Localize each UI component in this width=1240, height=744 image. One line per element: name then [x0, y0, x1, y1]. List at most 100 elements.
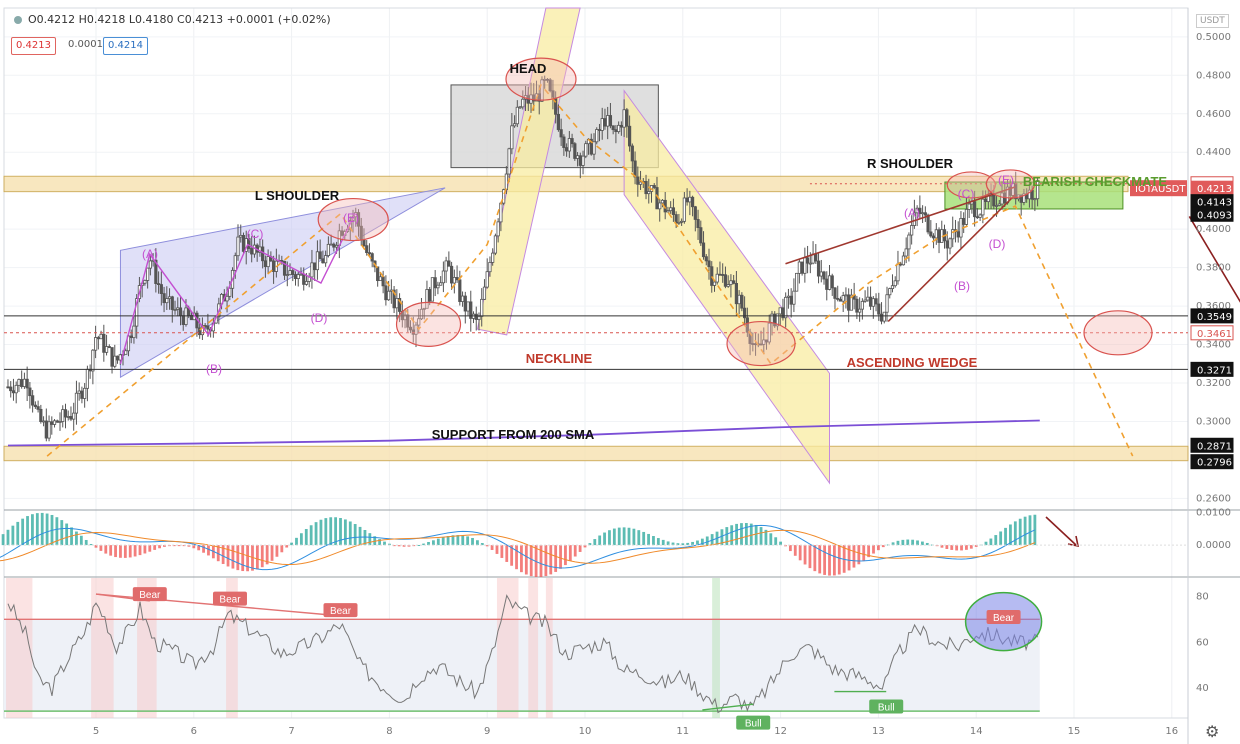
time-axis-tick: 16: [1165, 726, 1178, 737]
macd-bar-positive: [388, 543, 391, 546]
candle-down: [868, 296, 873, 307]
macd-bar-positive: [422, 543, 426, 546]
macd-bar-positive: [696, 540, 699, 546]
divergence-tag-label: Bull: [878, 703, 895, 714]
candle-up: [948, 238, 952, 249]
candle-down: [975, 216, 979, 219]
macd-bar-negative: [407, 545, 411, 547]
macd-bar-positive: [40, 512, 44, 546]
macd-bar-positive: [55, 517, 59, 546]
macd-bar-positive: [754, 524, 758, 546]
time-axis-tick: 8: [386, 726, 392, 737]
macd-bar-negative: [578, 545, 582, 552]
bearish-checkmate-label: BEARISH CHECKMATE: [1023, 174, 1168, 189]
macd-bar-negative: [940, 545, 944, 548]
macd-bar-positive: [363, 530, 367, 546]
candle-down: [690, 196, 695, 208]
macd-bar-negative: [955, 545, 959, 551]
divergence-tag-label: Bull: [745, 719, 762, 730]
candle-down: [20, 379, 24, 387]
wedge-upper-line: [785, 186, 1016, 265]
macd-bar-positive: [343, 519, 347, 546]
candle-up: [132, 325, 136, 339]
macd-bar-positive: [686, 542, 690, 546]
ask-price-box[interactable]: 0.4214: [103, 37, 148, 55]
candle-up: [606, 115, 610, 127]
candle-up: [491, 252, 495, 263]
elliott-wave-l-shoulder: [119, 213, 356, 364]
macd-bar-positive: [353, 524, 357, 546]
candle-down: [983, 198, 988, 203]
macd-bar-positive: [622, 527, 626, 546]
macd-bar-negative: [832, 545, 836, 576]
candle-down: [11, 390, 16, 394]
candle-down: [313, 262, 317, 271]
price-axis-tick: 0.4000: [1196, 224, 1231, 235]
macd-bar-negative: [583, 545, 587, 548]
candle-up: [567, 138, 571, 152]
sma200-line: [7, 419, 1040, 447]
candle-up: [165, 298, 169, 304]
macd-bar-positive: [471, 537, 474, 546]
candle-up: [378, 276, 383, 282]
candle-up: [436, 284, 440, 289]
candle-down: [321, 258, 325, 264]
macd-bar-negative: [564, 545, 567, 566]
macd-bar-negative: [94, 545, 98, 548]
macd-bar-negative: [280, 545, 284, 553]
time-axis-tick: 11: [676, 726, 689, 737]
candle-up: [1036, 180, 1040, 200]
macd-bar-positive: [661, 539, 665, 546]
candle-down: [874, 298, 878, 305]
candle-down: [291, 270, 295, 275]
macd-bar-negative: [143, 545, 147, 554]
macd-bar-positive: [89, 543, 93, 546]
macd-bar-positive: [60, 520, 64, 546]
candle-up: [444, 260, 448, 272]
macd-bar-positive: [759, 527, 763, 546]
candle-down: [263, 260, 267, 268]
candle-down: [636, 176, 640, 185]
price-tag-box: [1190, 361, 1234, 377]
settings-gear-icon[interactable]: ⚙: [1205, 724, 1220, 741]
rsi-divergence-line: [702, 703, 754, 711]
currency-unit-button[interactable]: USDT: [1196, 14, 1229, 28]
bid-price-box[interactable]: 0.4213: [11, 37, 56, 55]
price-axis[interactable]: 0.26000.28000.30000.32000.34000.36000.38…: [93, 32, 1234, 737]
candle-down: [110, 347, 114, 367]
bear-divergence-tag: [986, 610, 1021, 625]
macd-bar-positive: [358, 526, 362, 546]
macd-bar-negative: [877, 545, 880, 551]
macd-bar-negative: [960, 545, 963, 551]
candle-down: [740, 294, 744, 309]
macd-bar-negative: [862, 545, 866, 561]
candle-up: [488, 261, 492, 273]
projection-path: [46, 83, 1134, 457]
candle-up: [515, 106, 519, 125]
wave-label-b: (B): [954, 279, 970, 293]
candle-up: [252, 244, 257, 255]
rsi-bear-shade: [545, 578, 553, 718]
candle-down: [548, 79, 552, 92]
macd-bar-positive: [676, 543, 680, 546]
candle-up: [726, 284, 730, 287]
candle-down: [918, 207, 922, 215]
macd-axis-tick: 0.0100: [1196, 508, 1231, 519]
price-axis-tick: 0.5000: [1196, 32, 1231, 43]
macd-bar-negative: [148, 545, 152, 552]
rsi-bear-shade: [528, 578, 539, 718]
macd-bar-positive: [319, 519, 323, 546]
candle-down: [156, 283, 161, 285]
candle-up: [715, 273, 719, 283]
candle-down: [800, 261, 804, 274]
price-axis-tick: 0.4600: [1196, 109, 1231, 120]
candle-down: [830, 275, 834, 289]
macd-bar-positive: [725, 527, 729, 546]
wedge-lower-line: [887, 193, 1016, 323]
candle-up: [499, 202, 503, 223]
macd-bar-negative: [128, 545, 132, 558]
candle-up: [480, 298, 484, 317]
candle-down: [816, 260, 821, 277]
rsi-band: [4, 619, 1040, 712]
